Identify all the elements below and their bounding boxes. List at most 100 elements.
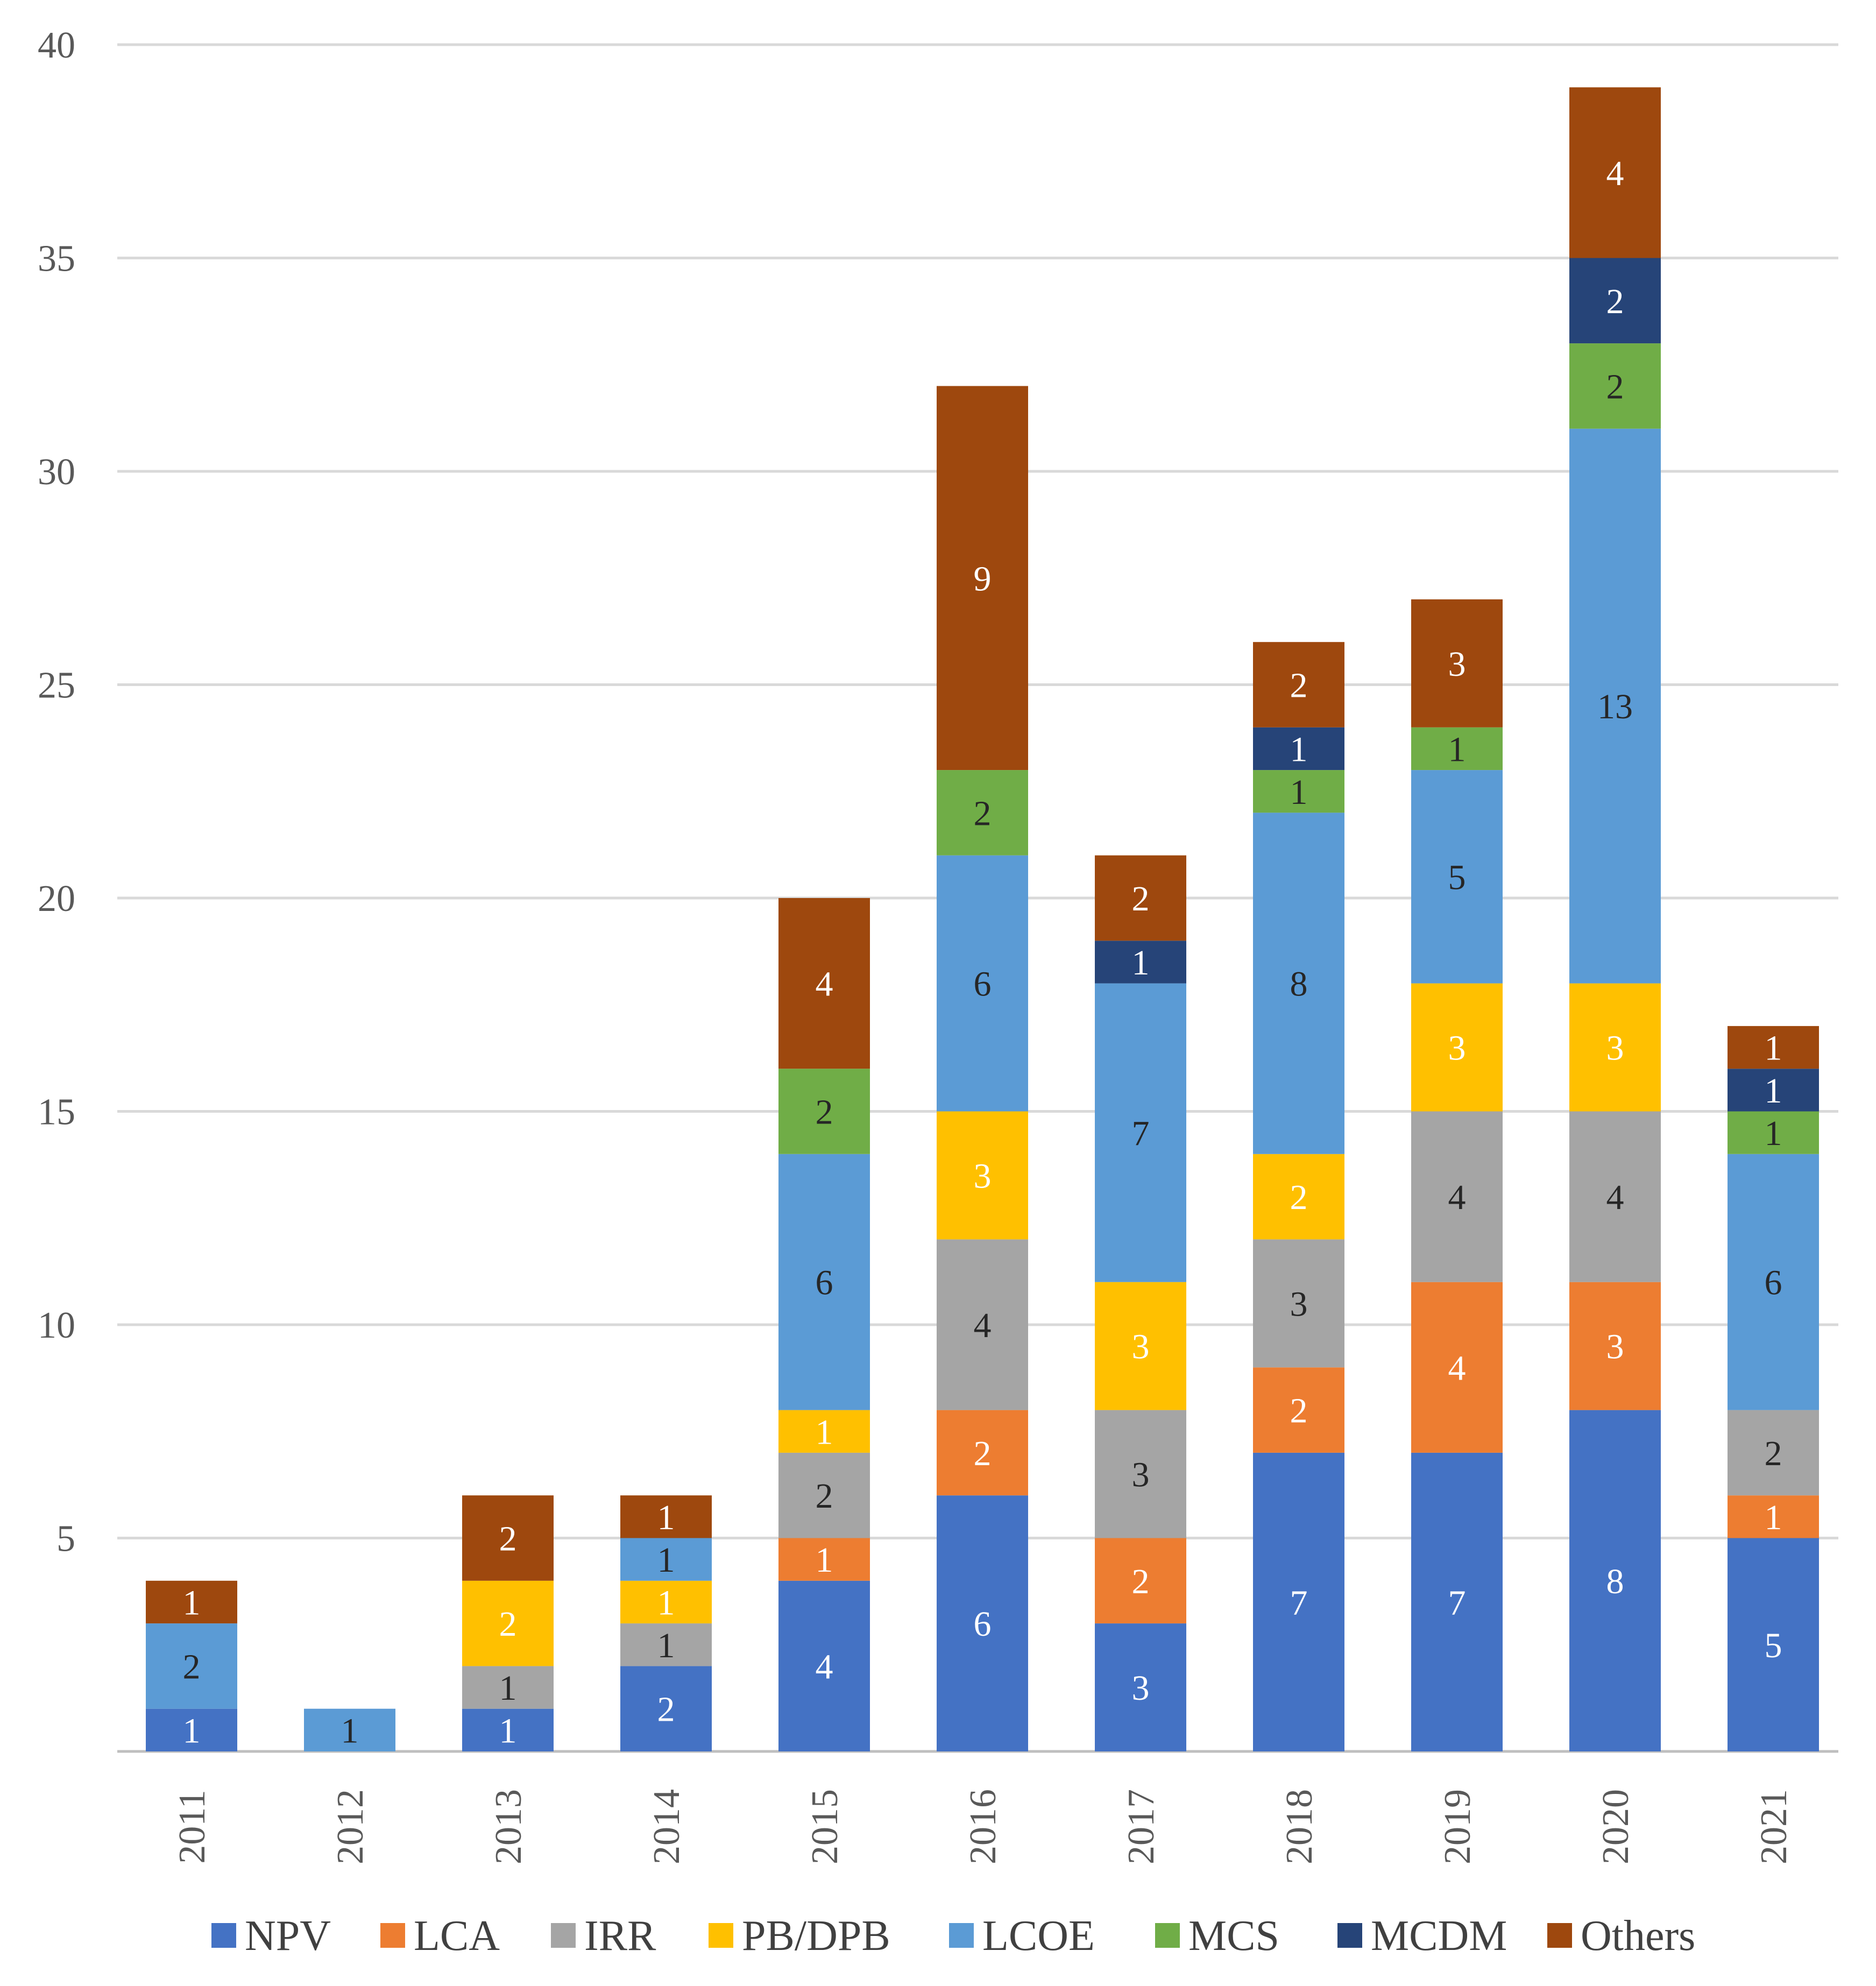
data-label: 8	[1606, 1562, 1624, 1601]
bar-segment-lca-2021	[1728, 1495, 1819, 1538]
bar-segment-pb-dpb-2017	[1095, 1282, 1186, 1410]
data-label: 2	[1290, 1178, 1308, 1217]
data-label: 7	[1448, 1583, 1466, 1622]
bar-segment-pb-dpb-2015	[778, 1410, 870, 1453]
legend-swatch	[1155, 1923, 1180, 1948]
data-label: 1	[1290, 730, 1308, 769]
bar-segment-others-2011	[146, 1580, 237, 1624]
bar-segment-others-2013	[462, 1495, 554, 1581]
bar-segment-lca-2015	[778, 1538, 870, 1581]
bar-segment-npv-2021	[1728, 1538, 1819, 1751]
legend-label: LCOE	[982, 1912, 1095, 1960]
bar-segment-mcs-2018	[1253, 770, 1344, 813]
bar-segment-mcdm-2021	[1728, 1069, 1819, 1112]
bar-segment-npv-2018	[1253, 1452, 1344, 1751]
bar-segment-npv-2019	[1411, 1452, 1503, 1751]
data-label: 3	[1606, 1327, 1624, 1367]
x-axis-ticks: 2011 2012 2013 2014 2015 2016 2017 2018 2019 2020…	[172, 1789, 1795, 1864]
bar-segment-mcs-2016	[937, 770, 1028, 856]
bar-segment-lca-2016	[937, 1410, 1028, 1496]
bar-segment-lca-2020	[1569, 1282, 1661, 1410]
data-label: 1	[657, 1540, 675, 1580]
data-label: 6	[1765, 1263, 1782, 1303]
x-tick-label: 2011	[172, 1790, 213, 1863]
bar-segment-lcoe-2015	[778, 1154, 870, 1410]
y-tick-label: 5	[56, 1518, 75, 1560]
y-tick-label: 25	[38, 665, 75, 706]
data-label: 3	[1132, 1669, 1150, 1708]
data-label: 2	[1132, 1562, 1150, 1601]
bar-segment-others-2014	[620, 1495, 712, 1538]
legend-label: IRR	[584, 1912, 656, 1960]
bar-segment-irr-2021	[1728, 1410, 1819, 1496]
bar-segment-pb-dpb-2014	[620, 1580, 712, 1624]
legend-swatch	[709, 1923, 733, 1948]
legend-label: MCDM	[1371, 1912, 1507, 1960]
y-tick-label: 40	[38, 25, 75, 66]
bar-segment-others-2015	[778, 898, 870, 1069]
bar-segment-irr-2018	[1253, 1239, 1344, 1368]
bar-segment-irr-2015	[778, 1452, 870, 1538]
legend-swatch	[211, 1923, 236, 1948]
bar-segment-mcdm-2018	[1253, 727, 1344, 771]
data-label: 1	[1765, 1071, 1782, 1111]
x-tick-label: 2017	[1121, 1789, 1162, 1864]
legend-item-pb-dpb: PB/DPB	[709, 1912, 890, 1960]
data-label: 1	[1765, 1029, 1782, 1068]
data-label: 2	[499, 1605, 517, 1644]
data-label: 1	[657, 1583, 675, 1622]
legend-item-mcdm: MCDM	[1337, 1912, 1507, 1960]
y-tick-label: 10	[38, 1305, 75, 1346]
bar-segment-others-2020	[1569, 87, 1661, 258]
data-label: 4	[816, 1647, 833, 1686]
bar-segment-lca-2017	[1095, 1538, 1186, 1624]
x-tick-label: 2021	[1753, 1789, 1795, 1864]
data-label: 1	[816, 1540, 833, 1580]
y-axis-ticks: 5 10 15 20 25 30 35 40	[38, 25, 75, 1560]
bar-segment-lcoe-2011	[146, 1623, 237, 1709]
data-label: 6	[974, 1605, 992, 1644]
data-label: 3	[1448, 645, 1466, 684]
legend-item-npv: NPV	[211, 1912, 331, 1960]
data-label: 2	[816, 1476, 833, 1516]
x-tick-label: 2020	[1595, 1789, 1637, 1864]
x-tick-label: 2014	[646, 1789, 688, 1864]
data-label: 2	[1765, 1434, 1782, 1473]
data-label: 1	[1448, 730, 1466, 769]
data-label: 1	[816, 1412, 833, 1452]
data-label: 3	[1132, 1327, 1150, 1367]
bar-segment-npv-2013	[462, 1708, 554, 1751]
data-label: 4	[974, 1306, 992, 1345]
data-label: 1	[1290, 773, 1308, 812]
bar-segment-lcoe-2014	[620, 1538, 712, 1581]
data-label: 1	[499, 1669, 517, 1708]
bar-segment-lca-2019	[1411, 1282, 1503, 1453]
bar-segment-others-2021	[1728, 1026, 1819, 1069]
bar-segment-npv-2015	[778, 1580, 870, 1751]
bar-segment-lca-2018	[1253, 1367, 1344, 1453]
bar-segment-npv-2011	[146, 1708, 237, 1751]
data-label: 1	[183, 1711, 201, 1750]
y-tick-label: 30	[38, 451, 75, 493]
bar-segment-pb-dpb-2018	[1253, 1154, 1344, 1240]
data-label: 3	[1132, 1455, 1150, 1495]
data-label: 2	[974, 1434, 992, 1473]
legend-item-lca: LCA	[380, 1912, 500, 1960]
data-label: 2	[1290, 1391, 1308, 1431]
legend-swatch	[551, 1923, 576, 1948]
legend-label: Others	[1581, 1912, 1695, 1960]
bar-segment-irr-2016	[937, 1239, 1028, 1410]
legend-item-others: Others	[1547, 1912, 1695, 1960]
data-label: 2	[1132, 879, 1150, 918]
legend-swatch	[380, 1923, 405, 1948]
x-tick-label: 2013	[488, 1789, 529, 1864]
bar-segment-npv-2014	[620, 1666, 712, 1751]
bar-segment-mcdm-2017	[1095, 941, 1186, 984]
bar-segment-mcdm-2020	[1569, 258, 1661, 344]
x-tick-label: 2016	[962, 1789, 1004, 1864]
data-label: 6	[974, 965, 992, 1004]
data-label: 3	[1448, 1029, 1466, 1068]
legend-label: NPV	[245, 1912, 331, 1960]
legend-item-mcs: MCS	[1155, 1912, 1279, 1960]
